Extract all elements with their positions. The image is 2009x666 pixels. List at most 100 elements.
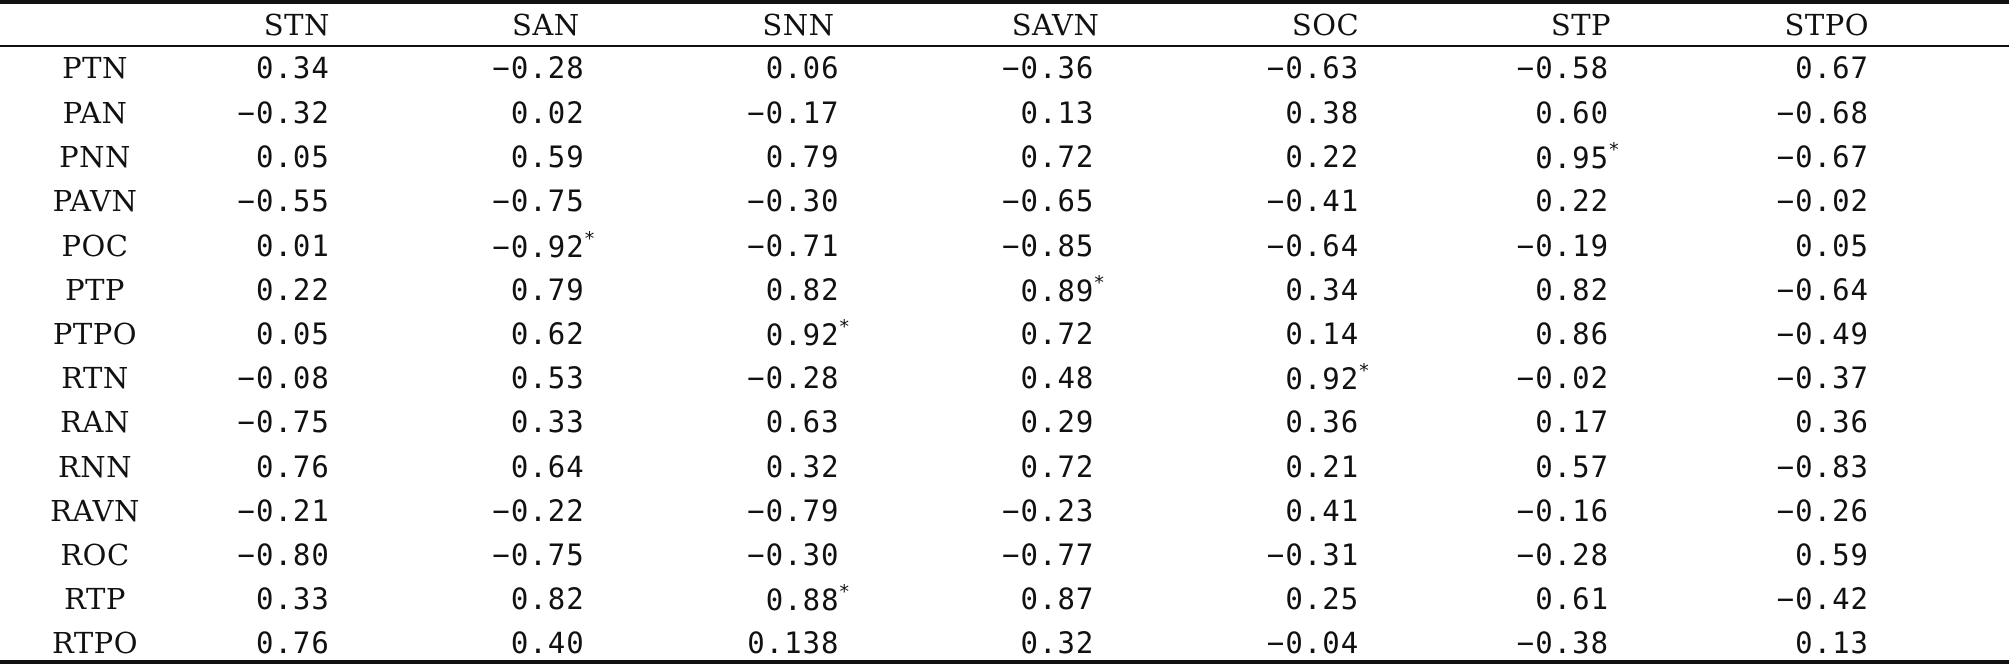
correlation-value: 0.40 — [510, 626, 585, 661]
value-cell: −0.32 — [190, 91, 450, 135]
correlation-value: 0.60 — [1535, 96, 1610, 131]
value-cell: 0.72 — [970, 135, 1230, 179]
row-label: ROC — [60, 537, 130, 572]
value-cell: 0.34 — [190, 45, 450, 91]
header-row: STN SAN SNN SAVN SOC STP STPO — [0, 4, 2009, 45]
correlation-value: 0.82 — [510, 582, 585, 617]
correlation-value: 0.92 — [765, 318, 840, 353]
value-cell: 0.33 — [190, 577, 450, 621]
value-cell: 0.87 — [970, 577, 1230, 621]
table-bottom-rule — [0, 660, 2009, 664]
row-label: PAVN — [52, 184, 138, 219]
value-cell: 0.67 — [1749, 45, 2009, 91]
value-cell: 0.89* — [970, 268, 1230, 312]
correlation-value: 0.17 — [1535, 405, 1610, 440]
value-cell: 0.06 — [710, 45, 970, 91]
correlation-value: −0.75 — [237, 405, 330, 440]
value-cell: 0.64 — [450, 445, 710, 489]
table-row: PAN −0.32 0.02 −0.17 0.13 0.38 0.60 −0.68 — [0, 91, 2009, 135]
value-cell: −0.02 — [1749, 179, 2009, 223]
correlation-value: 0.76 — [256, 626, 330, 661]
value-cell: −0.65 — [970, 179, 1230, 223]
correlation-value: −0.85 — [1002, 228, 1095, 263]
correlation-value: 0.53 — [510, 361, 585, 396]
value-cell: 0.53 — [450, 356, 710, 400]
value-cell: 0.92* — [710, 312, 970, 356]
value-cell: 0.02 — [450, 91, 710, 135]
significance-marker: * — [839, 316, 851, 339]
row-label: RAVN — [50, 493, 140, 528]
correlation-value: −0.71 — [747, 228, 840, 263]
value-cell: 0.36 — [1749, 400, 2009, 444]
value-cell: 0.38 — [1229, 91, 1489, 135]
value-cell: −0.38 — [1489, 621, 1749, 665]
correlation-value: 0.38 — [1285, 96, 1360, 131]
correlation-value: 0.33 — [256, 582, 330, 617]
correlation-value: 0.88 — [765, 583, 840, 618]
correlation-value: −0.23 — [1002, 493, 1095, 528]
correlation-value: −0.83 — [1776, 449, 1869, 484]
correlation-value: 0.72 — [1020, 140, 1095, 175]
correlation-value: −0.04 — [1266, 626, 1360, 661]
correlation-value: −0.58 — [1516, 51, 1610, 85]
correlation-value: 0.57 — [1535, 449, 1610, 484]
value-cell: 0.76 — [190, 621, 450, 665]
value-cell: 0.138 — [710, 621, 970, 665]
value-cell: −0.75 — [450, 179, 710, 223]
correlation-value: −0.80 — [237, 537, 330, 572]
correlation-value: −0.64 — [1776, 272, 1869, 307]
correlation-value: 0.36 — [1795, 405, 1869, 440]
correlation-value: −0.63 — [1266, 51, 1360, 85]
correlation-value: −0.38 — [1516, 626, 1610, 661]
correlation-value: 0.86 — [1535, 317, 1610, 352]
value-cell: −0.71 — [710, 224, 970, 268]
row-label: PNN — [59, 140, 131, 175]
correlation-value: −0.75 — [492, 184, 585, 219]
value-cell: 0.72 — [970, 312, 1230, 356]
value-cell: 0.82 — [1489, 268, 1749, 312]
row-label: RNN — [57, 449, 133, 484]
value-cell: 0.95* — [1489, 135, 1749, 179]
correlation-value: 0.05 — [256, 140, 330, 175]
value-cell: 0.22 — [1229, 135, 1489, 179]
table-row: PTPO 0.05 0.62 0.92* 0.72 0.14 0.86 −0.49 — [0, 312, 2009, 356]
table-row: RAN −0.75 0.33 0.63 0.29 0.36 0.17 0.36 — [0, 400, 2009, 444]
correlation-value: −0.55 — [237, 184, 330, 219]
value-cell: 0.21 — [1229, 445, 1489, 489]
value-cell: −0.17 — [710, 91, 970, 135]
value-cell: 0.14 — [1229, 312, 1489, 356]
correlation-value: 0.33 — [510, 405, 585, 440]
correlation-value: −0.28 — [1516, 537, 1610, 572]
value-cell: −0.58 — [1489, 45, 1749, 91]
value-cell: 0.63 — [710, 400, 970, 444]
correlation-value: 0.34 — [1285, 272, 1360, 307]
correlation-value: −0.26 — [1776, 493, 1869, 528]
correlation-value: 0.48 — [1020, 361, 1095, 396]
value-cell: −0.21 — [190, 489, 450, 533]
correlation-value: 0.41 — [1285, 493, 1360, 528]
row-label: PTN — [62, 51, 128, 85]
correlation-value: −0.21 — [237, 493, 330, 528]
value-cell: 0.59 — [450, 135, 710, 179]
significance-marker: * — [584, 227, 596, 250]
correlation-value: 0.87 — [1020, 582, 1095, 617]
value-cell: 0.48 — [970, 356, 1230, 400]
value-cell: −0.30 — [710, 533, 970, 577]
value-cell: −0.55 — [190, 179, 450, 223]
correlation-value: −0.32 — [237, 96, 330, 131]
correlation-value: −0.49 — [1776, 317, 1869, 352]
column-header: SOC — [1291, 7, 1360, 42]
value-cell: −0.41 — [1229, 179, 1489, 223]
value-cell: −0.92* — [450, 224, 710, 268]
value-cell: 0.92* — [1229, 356, 1489, 400]
correlation-value: 0.92 — [1285, 362, 1360, 397]
value-cell: 0.13 — [970, 91, 1230, 135]
correlation-value: 0.76 — [256, 449, 330, 484]
correlation-value: −0.17 — [747, 96, 840, 131]
value-cell: −0.16 — [1489, 489, 1749, 533]
correlation-value: −0.02 — [1776, 184, 1869, 219]
value-cell: 0.57 — [1489, 445, 1749, 489]
correlation-value: −0.30 — [747, 537, 840, 572]
correlation-value: 0.32 — [1020, 626, 1095, 661]
